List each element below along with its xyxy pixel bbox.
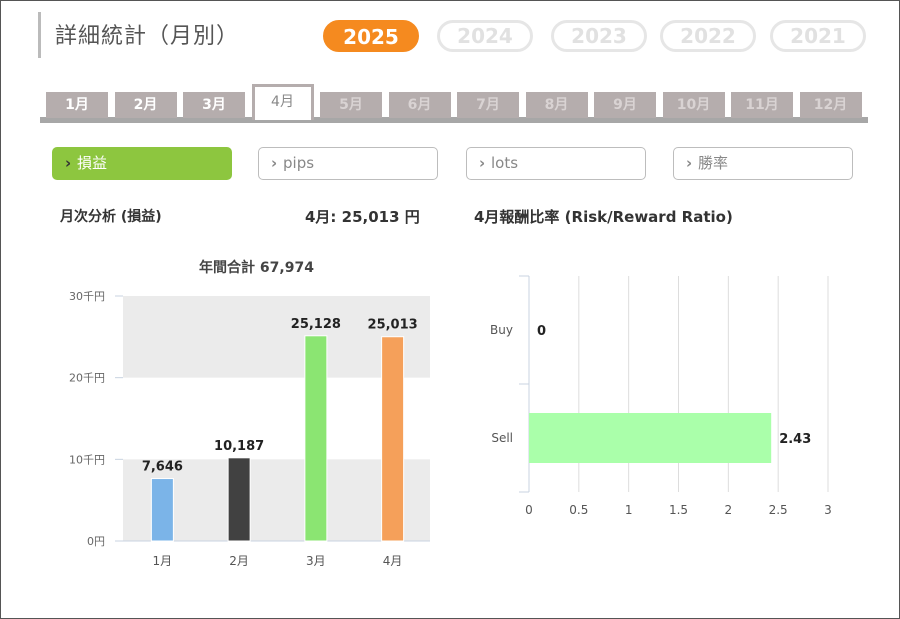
month-tab-2[interactable]: 2月 xyxy=(114,92,177,118)
metric-button-profit[interactable]: › 損益 xyxy=(52,147,232,180)
chevron-right-icon: › xyxy=(479,154,486,172)
bar-value-label: 2.43 xyxy=(779,432,811,447)
bar-4 xyxy=(381,336,405,542)
x-tick-label: 2.5 xyxy=(769,503,788,517)
metric-button-label: 勝率 xyxy=(698,154,729,172)
month-tab-underline xyxy=(40,117,868,123)
month-tab-10[interactable]: 10月 xyxy=(662,92,725,118)
y-tick-label: Buy xyxy=(490,323,513,337)
metric-button-label: pips xyxy=(283,154,315,172)
month-tab-5[interactable]: 5月 xyxy=(320,92,382,118)
x-tick-label: 3月 xyxy=(306,554,326,568)
year-button-2022[interactable]: 2022 xyxy=(660,20,756,52)
month-tab-4[interactable]: 4月 xyxy=(251,84,314,120)
x-tick-label: 2月 xyxy=(229,554,249,568)
year-button-2021[interactable]: 2021 xyxy=(770,20,866,52)
chevron-right-icon: › xyxy=(686,154,693,172)
month-tab-3[interactable]: 3月 xyxy=(183,92,245,118)
month-tab-6[interactable]: 6月 xyxy=(388,92,451,118)
grid-band xyxy=(123,459,430,541)
bar-3 xyxy=(304,335,328,542)
month-tab-11[interactable]: 11月 xyxy=(731,92,793,118)
metric-button-lots[interactable]: › lots xyxy=(466,147,646,180)
month-profit-value: 4月: 25,013 円 xyxy=(305,208,420,226)
y-tick-label: 30千円 xyxy=(69,290,105,303)
metric-button-pips[interactable]: › pips xyxy=(258,147,438,180)
year-button-2023[interactable]: 2023 xyxy=(551,20,647,52)
x-tick-label: 1.5 xyxy=(669,503,688,517)
month-tab-9[interactable]: 9月 xyxy=(594,92,656,118)
year-button-2025[interactable]: 2025 xyxy=(323,20,419,52)
metric-button-winrate[interactable]: › 勝率 xyxy=(673,147,853,180)
bar-sell xyxy=(529,413,772,463)
bar-value-label: 25,013 xyxy=(368,318,418,333)
x-tick-label: 1月 xyxy=(153,554,173,568)
y-tick-label: 20千円 xyxy=(69,372,105,385)
x-tick-label: 3 xyxy=(824,503,832,517)
x-tick-label: 2 xyxy=(725,503,733,517)
risk-reward-chart: 0 0.5 1 1.5 2 2.5 3 Buy 0 Sell 2.43 xyxy=(490,275,832,517)
chevron-right-icon: › xyxy=(65,154,72,172)
month-tab-8[interactable]: 8月 xyxy=(525,92,588,118)
page-title-block: 詳細統計（月別） xyxy=(38,12,238,58)
chevron-right-icon: › xyxy=(271,154,278,172)
chart-title: 年間合計 67,974 xyxy=(199,259,314,276)
page-title: 詳細統計（月別） xyxy=(55,24,240,49)
bar-value-label: 0 xyxy=(537,324,546,339)
month-tabs: 1月 2月 3月 4月 5月 6月 7月 8月 9月 10月 11月 12月 xyxy=(40,84,868,124)
risk-reward-title: 4月報酬比率 (Risk/Reward Ratio) xyxy=(474,208,733,226)
x-tick-label: 4月 xyxy=(383,554,403,568)
x-tick-label: 0 xyxy=(525,503,533,517)
year-button-2024[interactable]: 2024 xyxy=(437,20,533,52)
monthly-analysis-label: 月次分析 (損益) xyxy=(60,209,162,225)
metric-button-label: lots xyxy=(491,154,519,172)
x-tick-label: 1 xyxy=(625,503,633,517)
y-tick-label: 0円 xyxy=(87,535,105,548)
bar-value-label: 10,187 xyxy=(214,439,264,454)
metric-button-label: 損益 xyxy=(77,154,108,172)
monthly-profit-chart: 年間合計 67,974 0円 10千円 20千円 30千円 7,646 1月 10,187 2月… xyxy=(69,259,430,568)
month-tab-1[interactable]: 1月 xyxy=(46,92,108,118)
bar-1 xyxy=(150,478,174,542)
grid-band xyxy=(123,296,430,378)
bar-value-label: 7,646 xyxy=(142,460,183,475)
bar-value-label: 25,128 xyxy=(291,317,341,332)
y-tick-label: Sell xyxy=(491,431,513,445)
month-tab-12[interactable]: 12月 xyxy=(799,92,862,118)
y-tick-label: 10千円 xyxy=(69,453,105,466)
month-tab-7[interactable]: 7月 xyxy=(457,92,519,118)
bar-2 xyxy=(227,457,251,542)
x-tick-label: 0.5 xyxy=(569,503,588,517)
